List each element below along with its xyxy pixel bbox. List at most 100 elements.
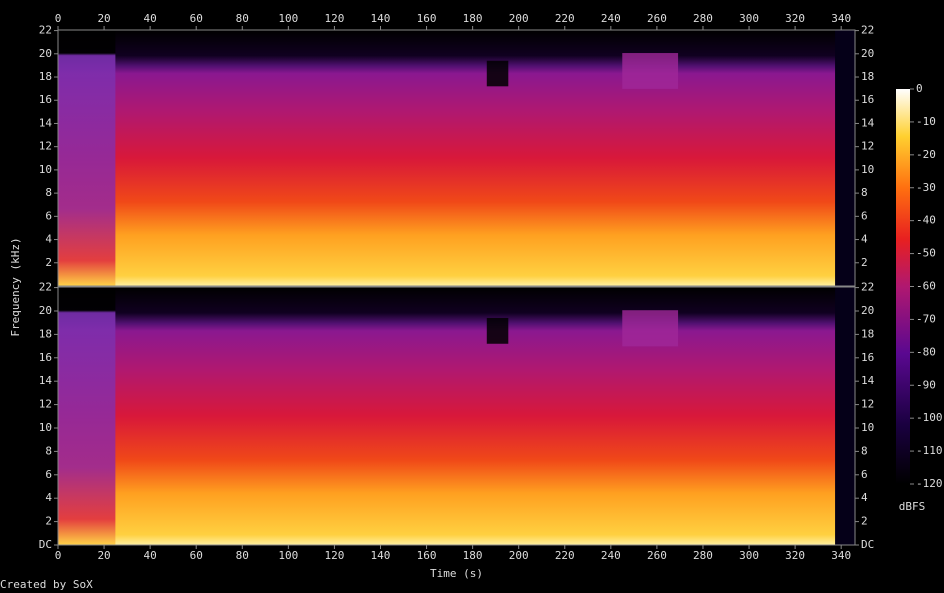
colorbar-label: dBFS [899,500,926,513]
x-tick-label: 200 [509,12,529,25]
colorbar-tick-label: -100 [916,411,943,424]
x-tick-label: 340 [831,12,851,25]
colorbar-tick-label: -40 [916,214,936,227]
x-tick-label: 80 [236,12,249,25]
footer: Created by SoX [0,578,93,591]
colorbar [896,89,910,484]
x-tick-label: 340 [831,549,851,562]
x-tick-label: 20 [97,549,110,562]
x-tick-label: 160 [417,12,437,25]
colorbar-tick-label: -10 [916,115,936,128]
x-tick-label: 260 [647,12,667,25]
y-tick-label-right: 16 [861,351,874,364]
y-tick-label: 10 [39,421,52,434]
spectrogram-tail [835,30,855,286]
y-tick-label-right: 6 [861,209,868,222]
x-tick-label: 140 [371,12,391,25]
y-tick-label: 2 [45,515,52,528]
y-tick-label-right: 4 [861,233,868,246]
y-tick-label-right: 12 [861,140,874,153]
spectrogram-tail [835,287,855,545]
y-tick-label: 8 [45,444,52,457]
y-axis-label: Frequency (kHz) [9,237,22,336]
y-tick-label-right: 18 [861,70,874,83]
spectrogram-intro [58,287,116,545]
y-tick-label-right: 18 [861,327,874,340]
x-tick-label: 40 [144,549,157,562]
colorbar-tick-label: -30 [916,181,936,194]
x-tick-label: 120 [324,12,344,25]
y-tick-label: 12 [39,140,52,153]
plot-frame [57,29,856,287]
colorbar-tick-label: -110 [916,444,943,457]
colorbar-tick-label: -90 [916,378,936,391]
y-tick-label: 22 [39,24,52,37]
spectrogram-image [58,287,855,545]
x-tick-label: 140 [371,549,391,562]
x-tick-label: 280 [693,12,713,25]
y-tick-label-right: 12 [861,398,874,411]
y-tick-label-right: 6 [861,468,868,481]
y-tick-label-right: DC [861,538,874,551]
colorbar-tick-label: 0 [916,82,923,95]
y-tick-label: 10 [39,163,52,176]
colorbar-tick-label: -50 [916,247,936,260]
y-tick-label: 18 [39,327,52,340]
spectrogram-gap [486,317,509,344]
colorbar-tick-label: -70 [916,312,936,325]
y-tick-label-right: 20 [861,47,874,60]
y-tick-label: 2 [45,256,52,269]
x-tick-label: 160 [417,549,437,562]
x-tick-label: 260 [647,549,667,562]
x-tick-label: 320 [785,549,805,562]
y-tick-label-right: 8 [861,444,868,457]
y-tick-label-right: 10 [861,421,874,434]
y-tick-label: 6 [45,209,52,222]
x-tick-label: 300 [739,549,759,562]
colorbar-tick-label: -80 [916,345,936,358]
x-tick-label: 60 [190,12,203,25]
spectrogram-image [58,30,855,286]
colorbar-tick-label: -120 [916,477,943,490]
y-tick-label: 18 [39,70,52,83]
x-tick-label: 320 [785,12,805,25]
y-tick-label: 8 [45,186,52,199]
y-tick-label-right: 22 [861,24,874,37]
y-tick-label: 14 [39,116,53,129]
y-tick-label-right: 4 [861,491,868,504]
y-tick-label-right: 20 [861,304,874,317]
spectrogram-intro [58,30,116,286]
x-tick-label: 180 [463,549,483,562]
x-tick-label: 40 [144,12,157,25]
y-tick-label: 16 [39,93,52,106]
y-tick-label-right: 2 [861,515,868,528]
y-tick-label: 12 [39,398,52,411]
colorbar-tick-label: -60 [916,280,936,293]
y-tick-label: 20 [39,47,52,60]
y-tick-label-right: 10 [861,163,874,176]
y-tick-label: 6 [45,468,52,481]
y-tick-label: 16 [39,351,52,364]
x-tick-label: 240 [601,12,621,25]
y-tick-label: 22 [39,281,52,294]
x-tick-label: 220 [555,549,575,562]
x-tick-label: 0 [55,549,62,562]
x-tick-label: 200 [509,549,529,562]
y-tick-label: 4 [45,491,52,504]
plot-frame [57,286,856,546]
y-tick-label: 14 [39,374,53,387]
x-tick-label: 220 [555,12,575,25]
spectrogram-loud [622,310,679,347]
colorbar-tick-label: -20 [916,148,936,161]
y-tick-label: DC [39,538,52,551]
x-tick-label: 240 [601,549,621,562]
x-axis-label: Time (s) [430,567,483,580]
y-tick-label-right: 2 [861,256,868,269]
spectrogram-gap [486,60,509,87]
x-tick-label: 120 [324,549,344,562]
y-tick-label-right: 8 [861,186,868,199]
x-tick-label: 60 [190,549,203,562]
y-tick-label-right: 14 [861,116,875,129]
x-tick-label: 20 [97,12,110,25]
